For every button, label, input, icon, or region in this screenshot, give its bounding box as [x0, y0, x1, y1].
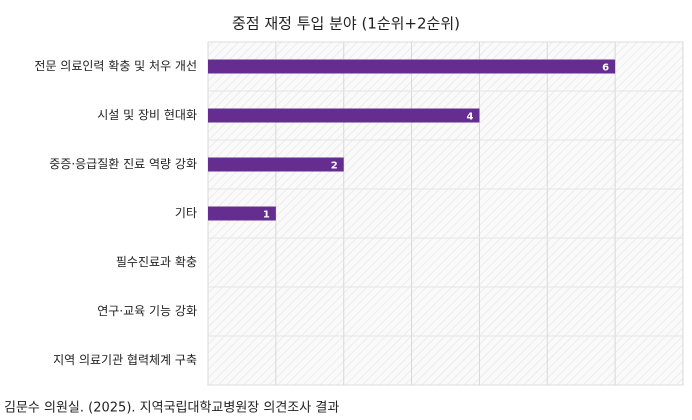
y-tick-label: 필수진료과 확충: [116, 255, 197, 269]
value-label: 6: [602, 63, 609, 74]
bar: [208, 108, 480, 123]
y-tick-label: 중증·응급질환 진료 역량 강화: [49, 157, 197, 171]
y-tick-label: 전문 의료인력 확충 및 처우 개선: [34, 59, 197, 73]
source: 김문수 의원실. (2025). 지역국립대학교병원장 의견조사 결과: [4, 401, 339, 416]
bar: [208, 206, 276, 221]
chart-title: 중점 재정 투입 분야 (1순위+2순위): [232, 15, 460, 33]
value-label: 2: [331, 161, 338, 172]
y-tick-label: 시설 및 장비 현대화: [97, 108, 197, 122]
y-tick-label: 연구·교육 기능 강화: [97, 304, 197, 318]
plot-area: [207, 41, 684, 386]
value-label: 1: [263, 210, 270, 221]
value-label: 4: [466, 112, 473, 123]
y-tick-label: 기타: [175, 206, 197, 220]
bar: [208, 59, 616, 74]
y-tick-label: 지역 의료기관 협력체계 구축: [53, 353, 197, 367]
bar: [208, 157, 344, 172]
